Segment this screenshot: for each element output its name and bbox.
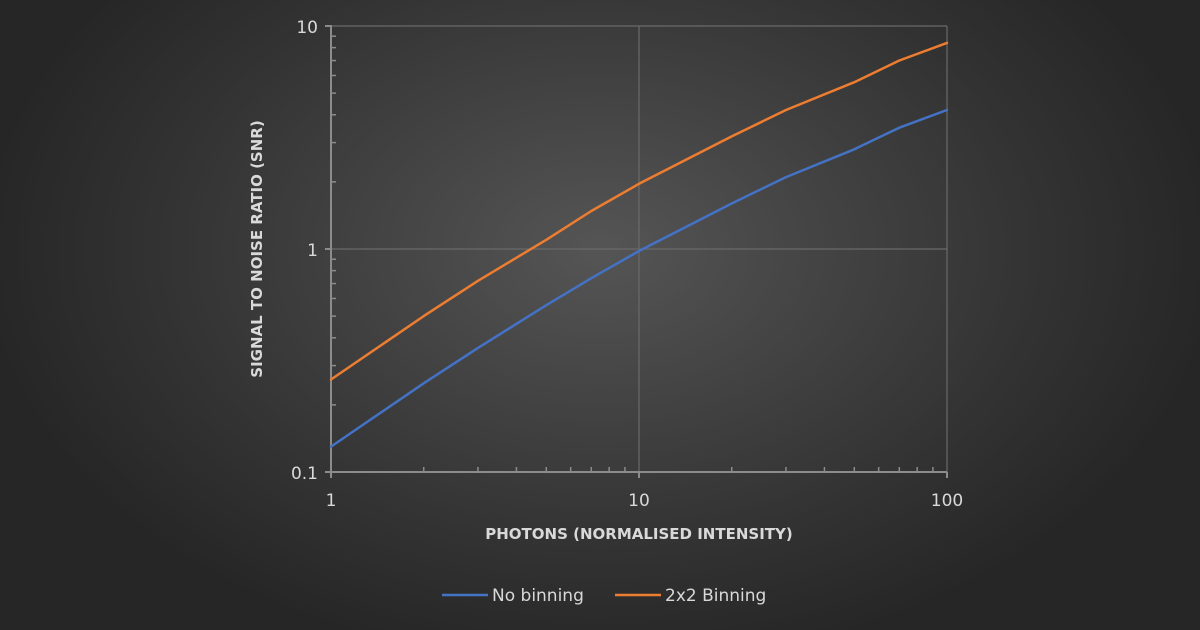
y-tick-10: 10 xyxy=(296,18,318,38)
legend-item-2x2-binning[interactable]: 2x2 Binning xyxy=(615,586,766,606)
data-series xyxy=(329,41,949,448)
grid-lines xyxy=(331,25,948,472)
y-tick-0-1: 0.1 xyxy=(291,464,318,484)
x-axis-title: PHOTONS (NORMALISED INTENSITY) xyxy=(485,525,792,543)
legend-label-2x2-binning: 2x2 Binning xyxy=(665,586,766,606)
y-axis-title: SIGNAL TO NOISE RATIO (SNR) xyxy=(248,120,266,377)
legend: No binning 2x2 Binning xyxy=(442,586,766,606)
x-tick-1: 1 xyxy=(326,491,337,511)
y-tick-1: 1 xyxy=(307,241,318,261)
series-line-1 xyxy=(329,41,949,381)
legend-label-no-binning: No binning xyxy=(492,586,584,606)
x-tick-10: 10 xyxy=(628,491,650,511)
x-tick-100: 100 xyxy=(931,491,963,511)
axes xyxy=(325,25,948,478)
legend-item-no-binning[interactable]: No binning xyxy=(442,586,584,606)
series-line-0 xyxy=(329,108,949,448)
